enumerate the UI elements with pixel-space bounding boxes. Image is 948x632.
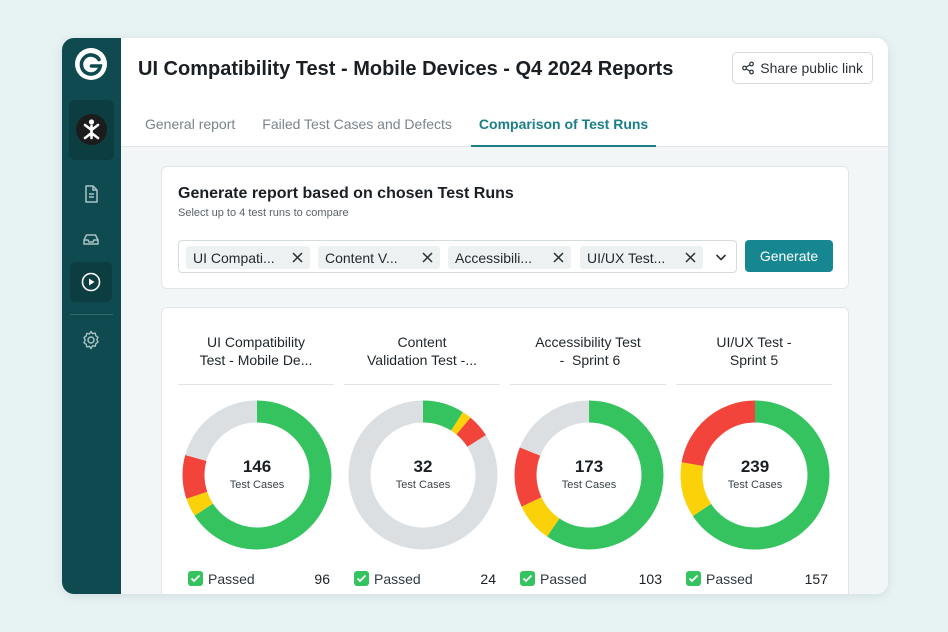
legend-passed: Passed 24 [354,570,496,588]
close-icon[interactable] [421,251,434,264]
inbox-icon[interactable] [78,226,104,252]
close-icon[interactable] [684,251,697,264]
run-title: UI Compatibility Test - Mobile De... [199,334,313,368]
generate-report-card: Generate report based on chosen Test Run… [161,166,849,289]
chip-run-3: Accessibili... [448,246,571,269]
generate-button[interactable]: Generate [745,240,833,272]
sidebar [62,38,121,594]
test-run-multiselect[interactable]: UI Compati... Content V... Accessibili..… [178,240,737,273]
run-title-divider [676,384,832,385]
total-test-cases: 32 [413,457,433,476]
legend-label: Passed [374,571,421,587]
check-icon[interactable] [686,571,701,586]
legend-passed: Passed 103 [520,570,662,588]
chip-label: UI/UX Test... [587,249,666,266]
run-title-divider [344,384,500,385]
check-icon[interactable] [520,571,535,586]
legend-passed: Passed 157 [686,570,828,588]
donut-segment-failed [680,400,830,550]
total-test-cases: 173 [574,457,604,476]
run-title: UI/UX Test - Sprint 5 [716,334,792,368]
share-icon [742,61,755,75]
run-donut-chart [680,400,830,550]
chip-run-4: UI/UX Test... [580,246,703,269]
run-donut-chart [182,400,332,550]
document-icon[interactable] [78,181,104,207]
sidebar-divider [70,314,113,315]
generate-subtitle: Select up to 4 test runs to compare [178,207,349,219]
total-label: Test Cases [727,479,783,491]
report-tabs: General report Failed Test Cases and Def… [137,114,667,147]
run-title: Accessibility Test - Sprint 6 [535,334,641,368]
run-donut-chart [348,400,498,550]
tab-general-report[interactable]: General report [145,116,236,132]
check-icon[interactable] [354,571,369,586]
generate-title: Generate report based on chosen Test Run… [178,185,514,202]
total-label: Test Cases [229,479,285,491]
legend-label: Passed [540,571,587,587]
donut-segment-blocked [680,400,830,550]
app-logo-icon[interactable] [74,47,108,81]
total-label: Test Cases [395,479,451,491]
donut-segment-failed [514,400,664,550]
donut-segment-failed [182,400,332,550]
donut-segment-untested [182,400,332,550]
run-column-1: UI Compatibility Test - Mobile De... 146 … [178,308,334,594]
legend-value: 103 [638,571,662,587]
legend-value: 96 [314,571,330,587]
donut-segment-untested [348,400,498,550]
page-header: UI Compatibility Test - Mobile Devices -… [121,38,888,147]
run-donut-chart [514,400,664,550]
chip-label: Accessibili... [455,249,533,266]
tab-failed-test-cases[interactable]: Failed Test Cases and Defects [262,116,452,132]
play-icon[interactable] [78,269,104,295]
legend-label: Passed [706,571,753,587]
chip-run-1: UI Compati... [186,246,310,269]
close-icon[interactable] [291,251,304,264]
run-column-4: UI/UX Test - Sprint 5 239 Test Cases Pass… [676,308,832,594]
workspace-switcher[interactable] [69,100,114,160]
legend-label: Passed [208,571,255,587]
tab-comparison[interactable]: Comparison of Test Runs [470,114,657,147]
run-title: Content Validation Test -... [367,334,477,368]
donut-segment-untested [514,400,664,550]
total-label: Test Cases [561,479,617,491]
chip-label: Content V... [325,249,398,266]
gear-icon[interactable] [78,327,104,353]
app-window: UI Compatibility Test - Mobile Devices -… [62,38,888,594]
legend-passed: Passed 96 [188,570,330,588]
run-column-3: Accessibility Test - Sprint 6 173 Test C… [510,308,666,594]
chip-run-2: Content V... [318,246,440,269]
run-title-divider [510,384,666,385]
share-public-link-button[interactable]: Share public link [732,52,873,84]
check-icon[interactable] [188,571,203,586]
main-area: UI Compatibility Test - Mobile Devices -… [121,38,888,594]
share-label: Share public link [760,60,863,76]
close-icon[interactable] [552,251,565,264]
legend-value: 24 [480,571,496,587]
workspace-avatar [76,114,107,145]
comparison-card: UI Compatibility Test - Mobile De... 146 … [161,307,849,594]
total-test-cases: 239 [740,457,770,476]
legend-value: 157 [804,571,828,587]
chip-label: UI Compati... [193,249,275,266]
run-title-divider [178,384,334,385]
page-title: UI Compatibility Test - Mobile Devices -… [138,58,674,80]
total-test-cases: 146 [242,457,272,476]
run-column-2: Content Validation Test -... 32 Test Case… [344,308,500,594]
chevron-down-icon[interactable] [714,250,728,264]
